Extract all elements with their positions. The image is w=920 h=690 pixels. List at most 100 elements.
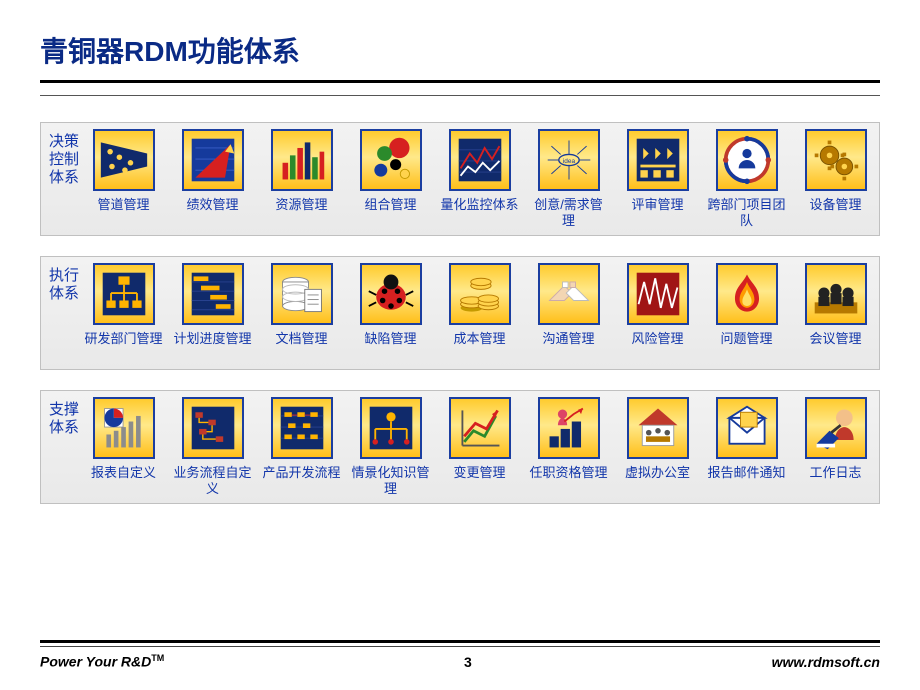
item-diary: 工作日志 (798, 397, 873, 497)
item-label: 变更管理 (441, 465, 519, 497)
issue-icon (716, 263, 778, 325)
item-label: 设备管理 (797, 197, 875, 229)
item-rpt: 报表自定义 (86, 397, 161, 497)
item-label: 产品开发流程 (263, 465, 341, 497)
item-label: 评审管理 (619, 197, 697, 229)
rpt-icon (93, 397, 155, 459)
item-label: 沟通管理 (530, 331, 608, 363)
item-issue: 问题管理 (709, 263, 784, 363)
footer: Power Your R&DTM 3 www.rdmsoft.cn (40, 640, 880, 670)
item-label: 情景化知识管理 (352, 465, 430, 497)
item-label: 工作日志 (797, 465, 875, 497)
footer-rule-bold (40, 640, 880, 643)
gantt-icon (182, 263, 244, 325)
item-risk: 风险管理 (620, 263, 695, 363)
footer-left: Power Your R&DTM (40, 653, 164, 670)
item-label: 问题管理 (708, 331, 786, 363)
item-idea: 创意/需求管理 (531, 129, 606, 229)
bug-icon (360, 263, 422, 325)
item-quant: 量化监控体系 (442, 129, 517, 229)
rev-icon (627, 129, 689, 191)
item-cost: 成本管理 (442, 263, 517, 363)
item-bug: 缺陷管理 (353, 263, 428, 363)
footer-rule-thin (40, 646, 880, 647)
item-label: 风险管理 (619, 331, 697, 363)
perf-icon (182, 129, 244, 191)
res-icon (271, 129, 333, 191)
row-execution: 执行体系 研发部门管理 计划进度管理 文档管理 缺陷管理 成本管理 沟通管理 风… (40, 256, 880, 370)
item-label: 业务流程自定义 (174, 465, 252, 497)
item-label: 会议管理 (797, 331, 875, 363)
idea-icon (538, 129, 600, 191)
page-title: 青铜器RDM功能体系 (40, 30, 880, 70)
item-chg: 变更管理 (442, 397, 517, 497)
item-equip: 设备管理 (798, 129, 873, 229)
item-label: 报表自定义 (85, 465, 163, 497)
item-rev: 评审管理 (620, 129, 695, 229)
row-decision: 决策控制体系 管道管理 绩效管理 资源管理 组合管理 量化监控体系 创意/需求管… (40, 122, 880, 236)
footer-text: Power Your R&DTM 3 www.rdmsoft.cn (40, 653, 880, 670)
item-kctx: 情景化知识管理 (353, 397, 428, 497)
item-label: 组合管理 (352, 197, 430, 229)
pipe-icon (93, 129, 155, 191)
footer-left-suffix: TM (151, 653, 164, 663)
item-label: 研发部门管理 (85, 331, 163, 363)
item-meet: 会议管理 (798, 263, 873, 363)
doc-icon (271, 263, 333, 325)
item-label: 绩效管理 (174, 197, 252, 229)
pdp-icon (271, 397, 333, 459)
item-label: 文档管理 (263, 331, 341, 363)
quant-icon (449, 129, 511, 191)
cross-icon (716, 129, 778, 191)
item-cross: 跨部门项目团队 (709, 129, 784, 229)
item-label: 任职资格管理 (530, 465, 608, 497)
diary-icon (805, 397, 867, 459)
item-label: 资源管理 (263, 197, 341, 229)
item-voff: 虚拟办公室 (620, 397, 695, 497)
row-icons: 报表自定义 业务流程自定义 产品开发流程 情景化知识管理 变更管理 任职资格管理… (86, 397, 873, 497)
cost-icon (449, 263, 511, 325)
item-label: 报告邮件通知 (708, 465, 786, 497)
footer-right: www.rdmsoft.cn (772, 654, 880, 670)
equip-icon (805, 129, 867, 191)
item-label: 量化监控体系 (441, 197, 519, 229)
row-label: 支撑体系 (47, 397, 86, 437)
kctx-icon (360, 397, 422, 459)
qual-icon (538, 397, 600, 459)
slide: 青铜器RDM功能体系 决策控制体系 管道管理 绩效管理 资源管理 组合管理 量化… (0, 0, 920, 690)
row-icons: 管道管理 绩效管理 资源管理 组合管理 量化监控体系 创意/需求管理 评审管理 … (86, 129, 873, 229)
item-label: 计划进度管理 (174, 331, 252, 363)
rule-bold (40, 80, 880, 83)
item-qual: 任职资格管理 (531, 397, 606, 497)
item-label: 成本管理 (441, 331, 519, 363)
item-comm: 沟通管理 (531, 263, 606, 363)
item-gantt: 计划进度管理 (175, 263, 250, 363)
page-number: 3 (464, 654, 472, 670)
item-perf: 绩效管理 (175, 129, 250, 229)
item-label: 跨部门项目团队 (708, 197, 786, 229)
port-icon (360, 129, 422, 191)
item-label: 管道管理 (85, 197, 163, 229)
item-org: 研发部门管理 (86, 263, 161, 363)
content-rows: 决策控制体系 管道管理 绩效管理 资源管理 组合管理 量化监控体系 创意/需求管… (40, 122, 880, 504)
bpm-icon (182, 397, 244, 459)
item-label: 虚拟办公室 (619, 465, 697, 497)
item-mail: 报告邮件通知 (709, 397, 784, 497)
risk-icon (627, 263, 689, 325)
row-label: 执行体系 (47, 263, 86, 303)
row-label: 决策控制体系 (47, 129, 86, 187)
item-bpm: 业务流程自定义 (175, 397, 250, 497)
item-port: 组合管理 (353, 129, 428, 229)
item-pdp: 产品开发流程 (264, 397, 339, 497)
item-doc: 文档管理 (264, 263, 339, 363)
meet-icon (805, 263, 867, 325)
row-icons: 研发部门管理 计划进度管理 文档管理 缺陷管理 成本管理 沟通管理 风险管理 问… (86, 263, 873, 363)
rule-thin (40, 95, 880, 96)
mail-icon (716, 397, 778, 459)
footer-left-text: Power Your R&D (40, 654, 151, 670)
item-pipe: 管道管理 (86, 129, 161, 229)
item-label: 缺陷管理 (352, 331, 430, 363)
org-icon (93, 263, 155, 325)
voff-icon (627, 397, 689, 459)
comm-icon (538, 263, 600, 325)
